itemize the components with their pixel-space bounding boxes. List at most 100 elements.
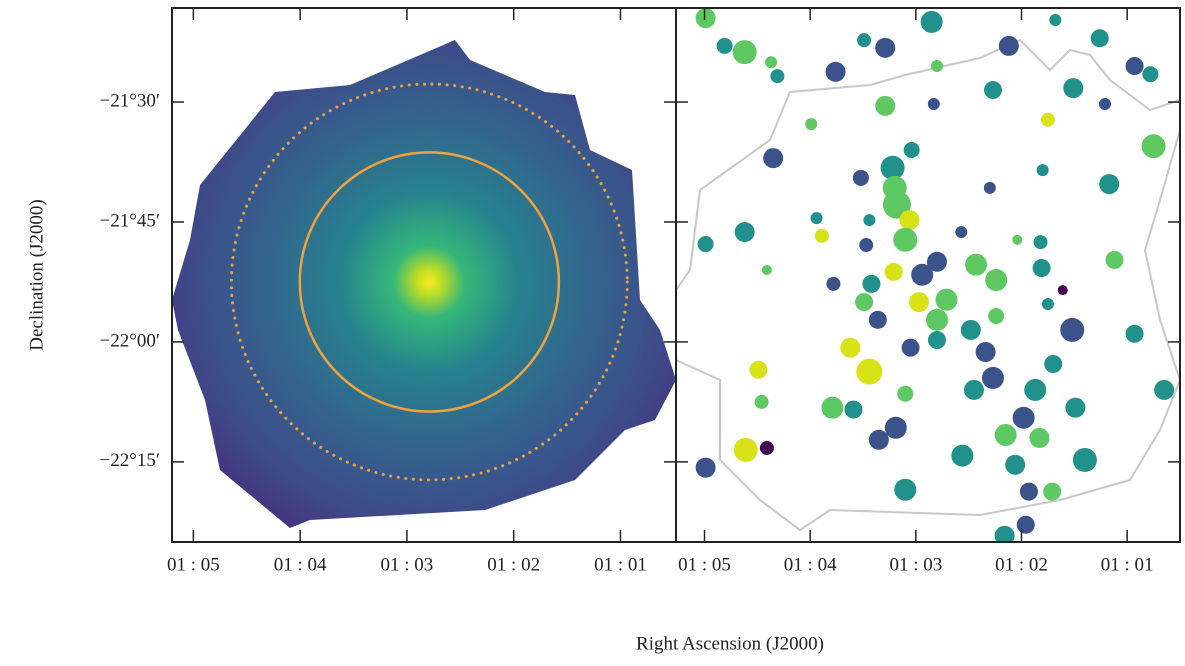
galaxy-point bbox=[859, 238, 874, 253]
x-tick-label: 01 : 01 bbox=[594, 554, 647, 575]
galaxy-point bbox=[1125, 57, 1144, 76]
galaxy-point bbox=[1141, 134, 1166, 159]
x-tick-label: 01 : 02 bbox=[995, 554, 1048, 575]
galaxy-point bbox=[805, 118, 818, 131]
galaxy-point bbox=[1065, 397, 1086, 418]
galaxy-point bbox=[1049, 13, 1062, 26]
galaxy-point bbox=[1142, 66, 1159, 83]
galaxy-point bbox=[1063, 78, 1084, 99]
outer-circle bbox=[229, 82, 629, 482]
galaxy-point bbox=[1005, 454, 1026, 475]
galaxy-point bbox=[882, 190, 911, 219]
galaxy-point bbox=[1043, 482, 1062, 501]
galaxy-point bbox=[754, 394, 769, 409]
galaxy-point bbox=[759, 440, 774, 455]
y-axis-label: Declination (J2000) bbox=[26, 199, 47, 350]
galaxy-point bbox=[765, 56, 778, 69]
galaxy-point bbox=[983, 81, 1002, 100]
galaxy-point bbox=[697, 236, 714, 253]
galaxy-point bbox=[935, 288, 958, 311]
galaxy-point bbox=[975, 342, 996, 363]
galaxy-point bbox=[716, 37, 733, 54]
galaxy-point bbox=[862, 274, 881, 293]
galaxy-point bbox=[880, 155, 905, 180]
panel bbox=[229, 82, 629, 482]
galaxy-point bbox=[1154, 379, 1175, 400]
galaxy-point bbox=[926, 251, 947, 272]
galaxy-point bbox=[1012, 234, 1023, 245]
galaxy-point bbox=[857, 33, 872, 48]
x-tick-label: 01 : 03 bbox=[381, 554, 434, 575]
galaxy-point bbox=[998, 35, 1019, 56]
galaxy-point bbox=[1019, 482, 1038, 501]
x-tick-label: 01 : 05 bbox=[167, 554, 220, 575]
galaxy-point bbox=[884, 416, 907, 439]
galaxy-point bbox=[1033, 235, 1048, 250]
outline bbox=[676, 129, 1180, 532]
galaxy-point bbox=[875, 95, 896, 116]
galaxy-point bbox=[1098, 97, 1111, 110]
galaxy-point bbox=[868, 429, 889, 450]
outline bbox=[676, 38, 1180, 291]
galaxy-point bbox=[960, 319, 981, 340]
galaxy-point bbox=[1029, 427, 1050, 448]
galaxy-point bbox=[734, 222, 755, 243]
galaxy-point bbox=[1090, 29, 1109, 48]
galaxy-point bbox=[1012, 406, 1035, 429]
galaxy-point bbox=[911, 263, 934, 286]
galaxy-point bbox=[897, 385, 914, 402]
footprint-outline bbox=[676, 38, 1180, 532]
galaxy-point bbox=[732, 40, 757, 65]
x-tick-label: 01 : 04 bbox=[784, 554, 837, 575]
galaxy-point bbox=[903, 142, 920, 159]
galaxy-point bbox=[965, 253, 988, 276]
galaxy-point bbox=[844, 400, 863, 419]
galaxy-point bbox=[1057, 285, 1068, 296]
galaxy-point bbox=[852, 169, 869, 186]
x-tick-label: 01 : 05 bbox=[678, 554, 731, 575]
xray-image bbox=[172, 40, 676, 528]
galaxy-point bbox=[763, 148, 784, 169]
plot-layer: 01 : 05 01 : 04 01 : 03 01 : 02 01 : 01 −21°3… bbox=[100, 8, 1180, 575]
galaxy-point bbox=[810, 212, 823, 225]
galaxy-point bbox=[1041, 298, 1054, 311]
galaxy-point bbox=[1060, 317, 1085, 342]
galaxy-point bbox=[814, 228, 829, 243]
galaxy-point bbox=[1125, 324, 1144, 343]
galaxy-point bbox=[826, 276, 841, 291]
panel bbox=[695, 8, 1175, 542]
galaxy-point bbox=[875, 37, 896, 58]
galaxy-point bbox=[893, 227, 918, 252]
galaxy-point bbox=[927, 97, 940, 110]
galaxy-point bbox=[994, 424, 1017, 447]
y-tick-label: −21°30′ bbox=[100, 90, 160, 111]
galaxy-point bbox=[994, 525, 1015, 542]
galaxy-point bbox=[955, 226, 968, 239]
galaxy-point bbox=[749, 360, 768, 379]
galaxy-point bbox=[1032, 259, 1051, 278]
galaxy-point bbox=[985, 269, 1008, 292]
galaxy-point bbox=[855, 293, 874, 312]
galaxy-point bbox=[1105, 250, 1124, 269]
galaxy-point bbox=[901, 338, 920, 357]
galaxy-point bbox=[695, 8, 716, 29]
x-tick-label: 01 : 03 bbox=[889, 554, 942, 575]
galaxy-point bbox=[1099, 174, 1120, 195]
x-tick-label: 01 : 01 bbox=[1101, 554, 1154, 575]
galaxy-point bbox=[733, 437, 758, 462]
galaxy-point bbox=[983, 181, 996, 194]
galaxy-point bbox=[695, 457, 716, 478]
x-axis-label: Right Ascension (J2000) bbox=[636, 633, 824, 654]
galaxy-point bbox=[951, 444, 974, 467]
y-tick-label: −22°15′ bbox=[100, 450, 160, 471]
galaxy-point bbox=[761, 264, 772, 275]
galaxy-point bbox=[770, 69, 785, 84]
galaxy-point bbox=[894, 478, 917, 501]
galaxy-point bbox=[981, 366, 1004, 389]
galaxy-point bbox=[1036, 164, 1049, 177]
x-tick-label: 01 : 04 bbox=[274, 554, 327, 575]
galaxy-point bbox=[899, 210, 920, 231]
galaxy-point bbox=[920, 10, 943, 33]
